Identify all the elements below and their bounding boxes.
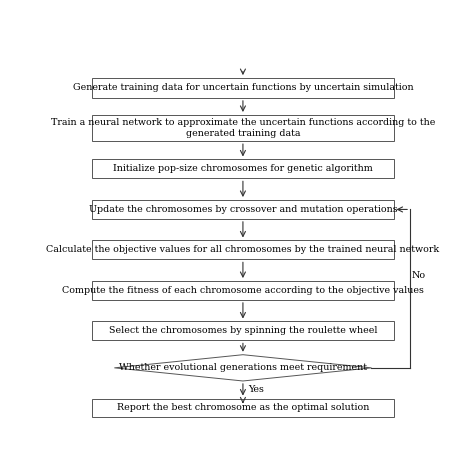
Text: Calculate the objective values for all chromosomes by the trained neural network: Calculate the objective values for all c… [46, 246, 439, 255]
FancyBboxPatch shape [92, 78, 393, 98]
Text: Initialize pop-size chromosomes for genetic algorithm: Initialize pop-size chromosomes for gene… [113, 164, 373, 173]
FancyBboxPatch shape [92, 159, 393, 178]
FancyBboxPatch shape [92, 281, 393, 300]
Text: Whether evolutional generations meet requirement: Whether evolutional generations meet req… [119, 364, 367, 373]
FancyBboxPatch shape [92, 115, 393, 141]
Text: Report the best chromosome as the optimal solution: Report the best chromosome as the optima… [117, 403, 369, 412]
FancyBboxPatch shape [92, 240, 393, 259]
Text: Yes: Yes [248, 385, 264, 394]
Text: Generate training data for uncertain functions by uncertain simulation: Generate training data for uncertain fun… [73, 83, 413, 92]
Text: No: No [412, 272, 426, 280]
Text: Update the chromosomes by crossover and mutation operations: Update the chromosomes by crossover and … [89, 205, 397, 214]
FancyBboxPatch shape [92, 200, 393, 219]
Text: Train a neural network to approximate the uncertain functions according to the
g: Train a neural network to approximate th… [51, 118, 435, 138]
Text: Select the chromosomes by spinning the roulette wheel: Select the chromosomes by spinning the r… [109, 327, 377, 336]
Text: Compute the fitness of each chromosome according to the objective values: Compute the fitness of each chromosome a… [62, 286, 424, 295]
FancyBboxPatch shape [92, 399, 393, 418]
FancyBboxPatch shape [92, 321, 393, 340]
Polygon shape [114, 355, 372, 381]
